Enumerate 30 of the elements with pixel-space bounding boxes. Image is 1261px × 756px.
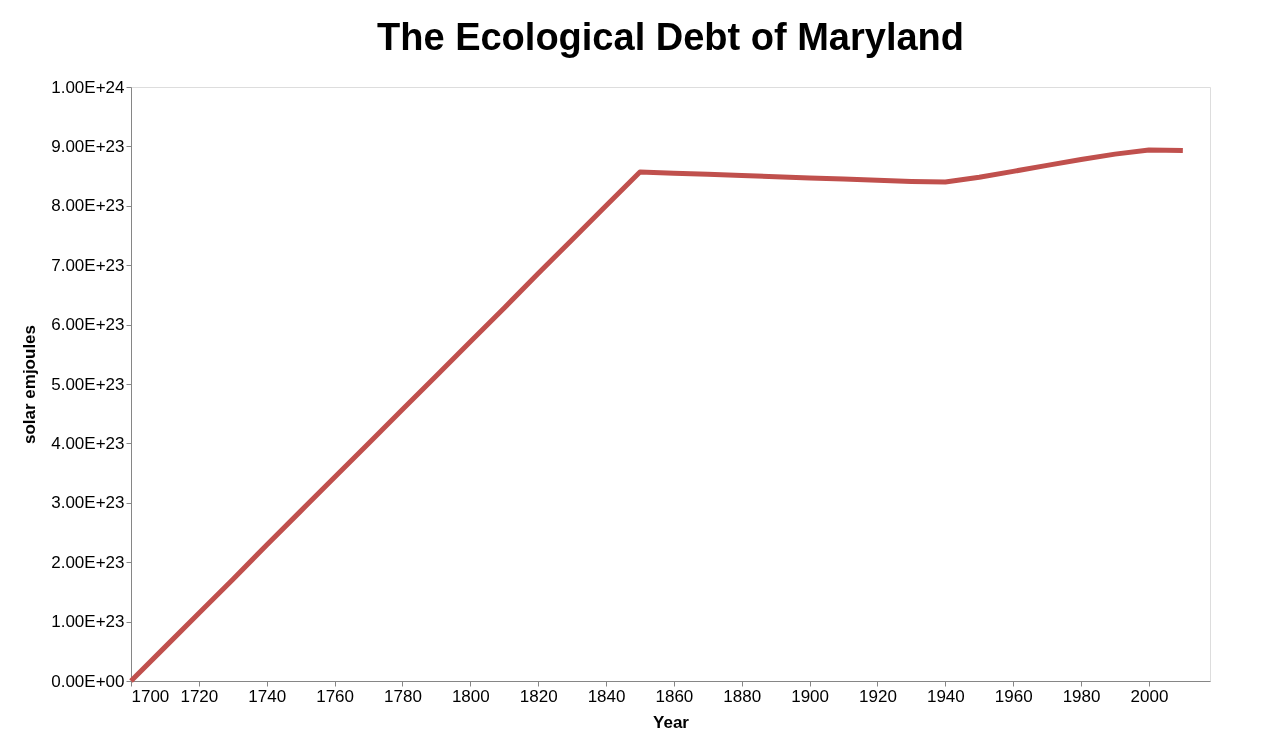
x-tick-label: 1840 [587, 686, 626, 706]
x-tick-label: 1940 [926, 686, 965, 706]
x-tick-label: 1820 [519, 686, 558, 706]
y-tick-label: 8.00E+23 [51, 196, 125, 216]
y-axis-title: solar emjoules [20, 324, 40, 445]
chart-title: The Ecological Debt of Maryland [377, 16, 964, 58]
x-tick-label: 1860 [655, 686, 694, 706]
x-tick-label: 1920 [859, 686, 897, 706]
y-tick-label: 7.00E+23 [51, 255, 125, 275]
x-tick-label: 1760 [316, 686, 354, 706]
x-tick-label: 1740 [248, 686, 287, 706]
y-tick-label: 1.00E+24 [51, 77, 125, 97]
y-tick-label: 0.00E+00 [51, 671, 125, 691]
x-axis-title: Year [653, 712, 690, 732]
x-tick-label: 1900 [791, 686, 830, 706]
y-tick-label: 6.00E+23 [51, 315, 125, 335]
y-tick-label: 4.00E+23 [51, 433, 125, 453]
x-tick-label: 1700 [131, 686, 170, 706]
x-tick-label: 1800 [451, 686, 490, 706]
x-tick-label: 1780 [384, 686, 422, 706]
y-tick-label: 5.00E+23 [51, 374, 125, 394]
x-tick-label: 2000 [1130, 686, 1169, 706]
x-tick-label: 1980 [1062, 686, 1101, 706]
y-tick-label: 2.00E+23 [51, 552, 125, 572]
x-tick-label: 1960 [994, 686, 1033, 706]
y-tick-label: 1.00E+23 [51, 612, 125, 632]
x-tick-label: 1720 [180, 686, 219, 706]
x-tick-label: 1880 [723, 686, 762, 706]
y-tick-label: 9.00E+23 [51, 136, 125, 156]
y-tick-label: 3.00E+23 [51, 493, 125, 513]
